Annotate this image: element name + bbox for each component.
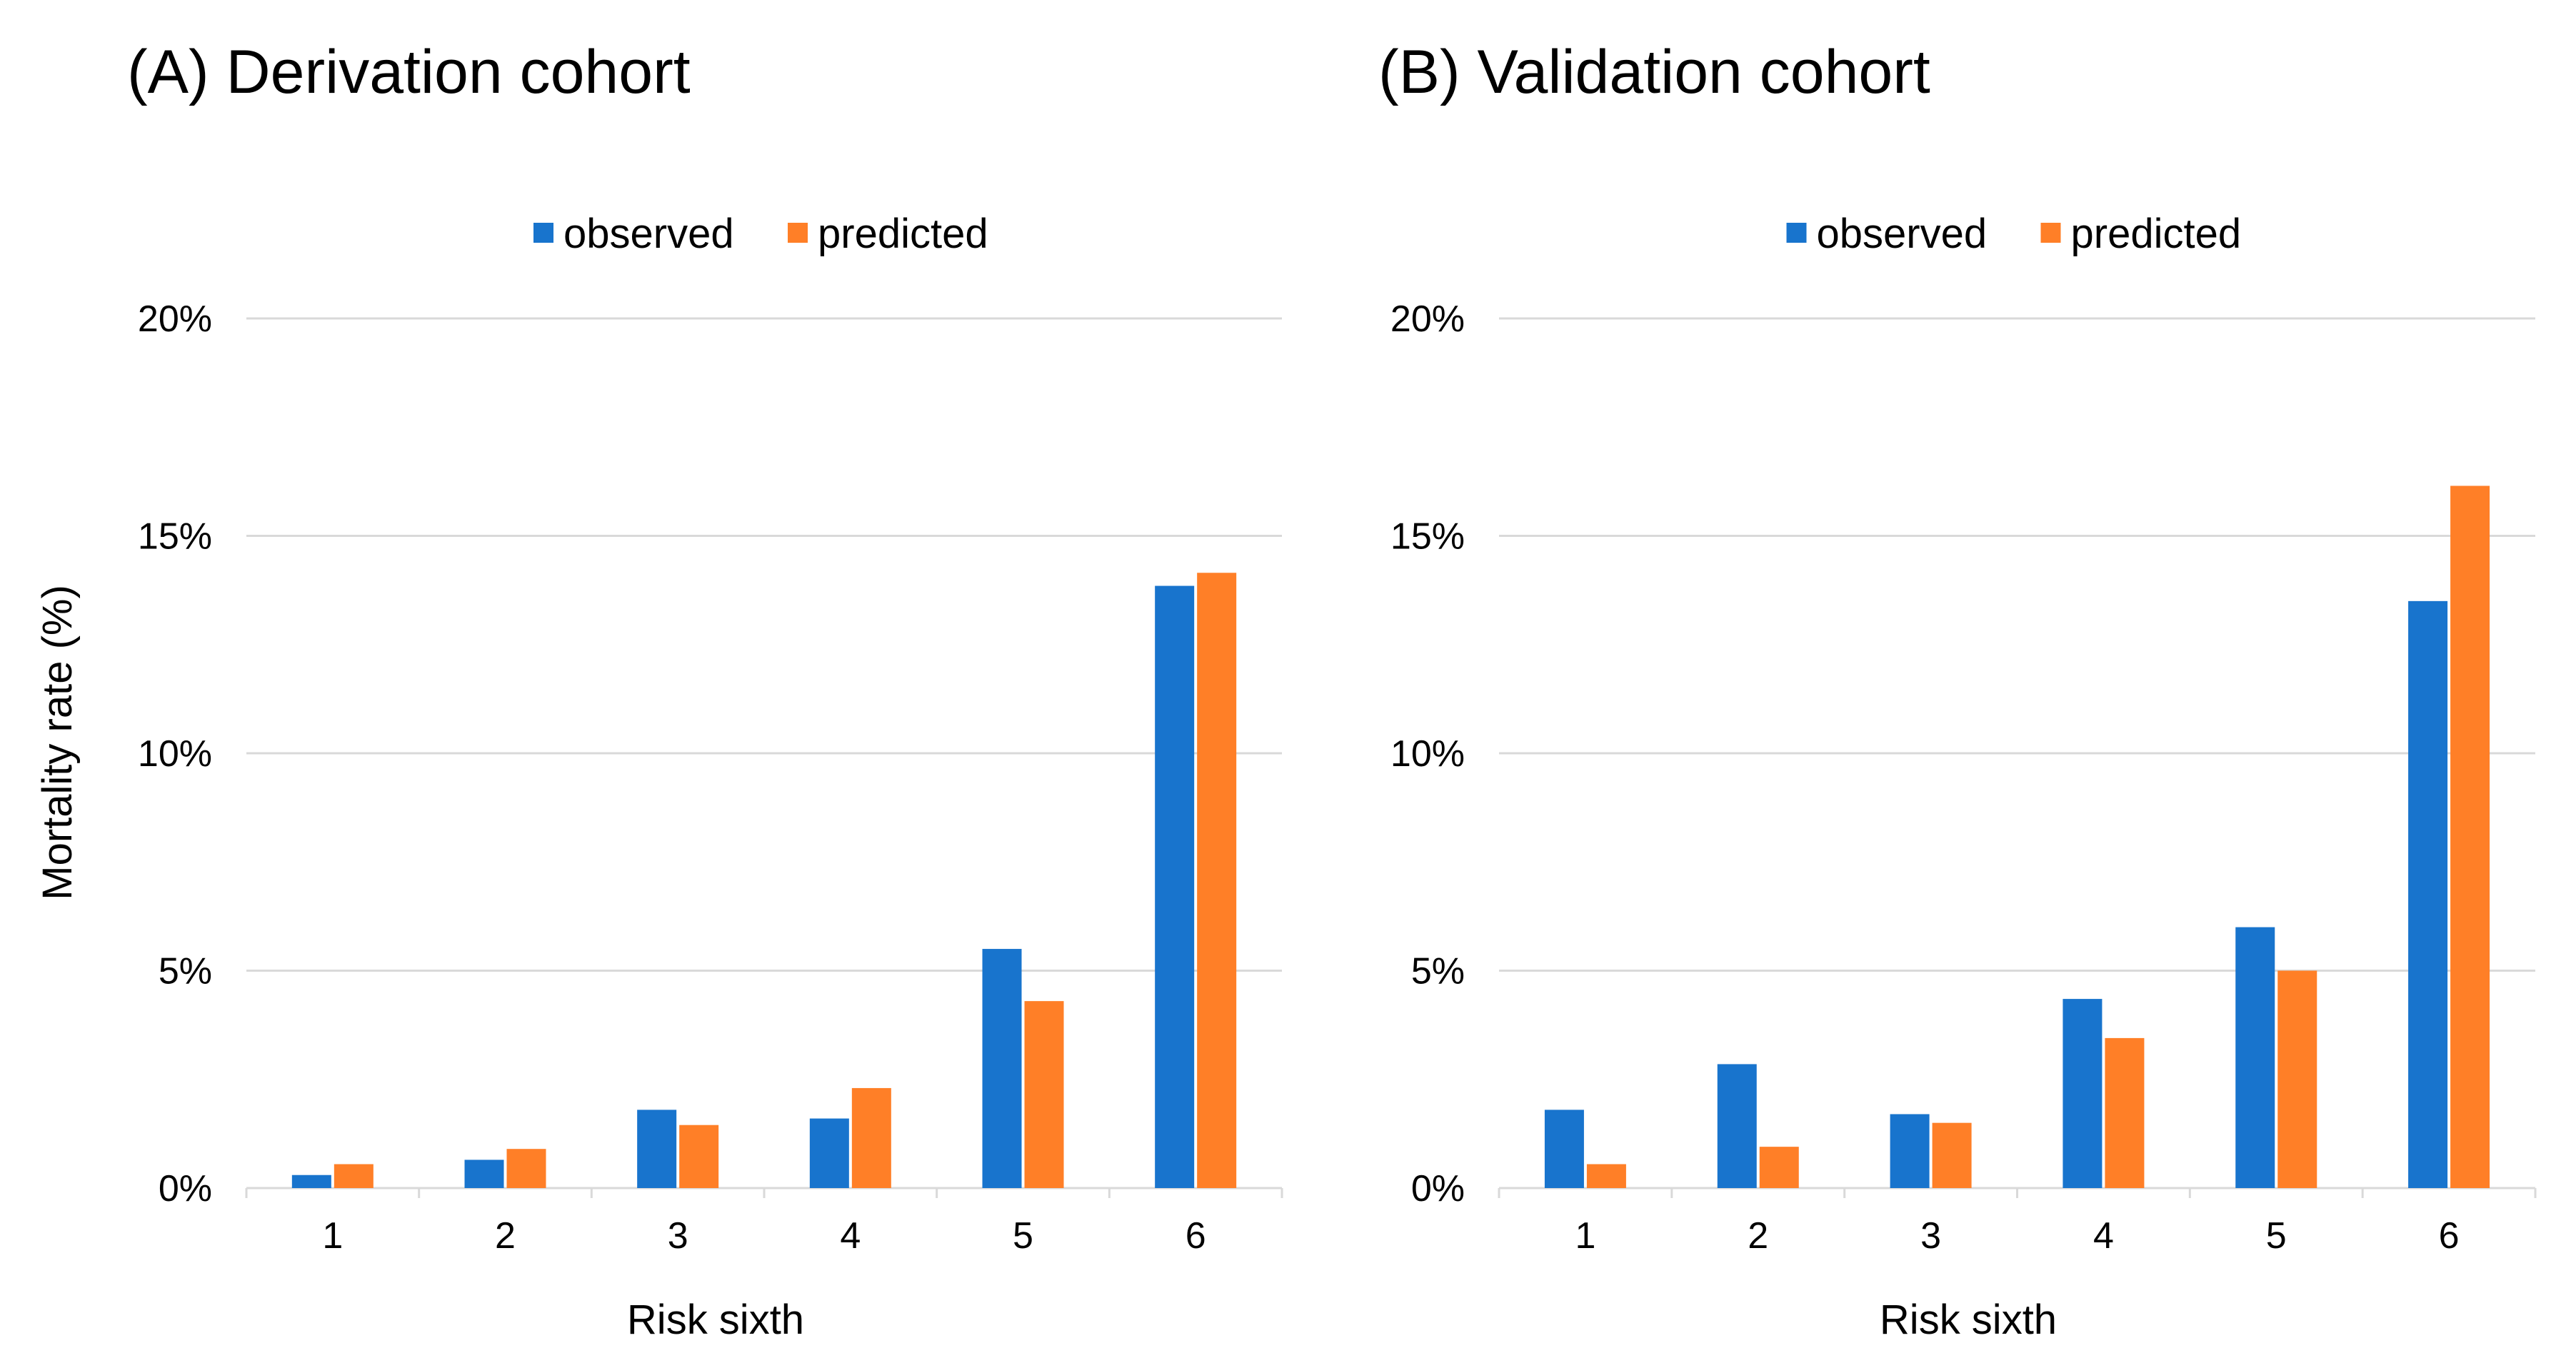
bar-predicted-1: [334, 1164, 374, 1188]
x-tick-label: 5: [1013, 1215, 1033, 1257]
bar-observed-4: [809, 1118, 849, 1188]
x-tick-label: 4: [2093, 1215, 2114, 1257]
bar-observed-6: [2408, 600, 2448, 1188]
legend-label-predicted: predicted: [2071, 211, 2242, 257]
x-tick-label: 4: [840, 1215, 861, 1257]
y-tick-label: 20%: [1390, 298, 1465, 340]
y-tick-label: 10%: [138, 733, 212, 775]
x-axis-title: Risk sixth: [627, 1297, 804, 1343]
x-tick-label: 6: [2439, 1215, 2460, 1257]
legend-label-observed: observed: [563, 211, 734, 257]
x-tick-label: 2: [495, 1215, 516, 1257]
y-tick-label: 5%: [1411, 951, 1465, 992]
x-tick-label: 5: [2266, 1215, 2287, 1257]
y-tick-label: 15%: [1390, 516, 1465, 558]
bar-predicted-5: [2277, 970, 2317, 1188]
panel-title: (A) Derivation cohort: [127, 38, 691, 106]
legend-swatch-predicted: [2040, 223, 2061, 243]
x-tick-label: 1: [322, 1215, 343, 1257]
x-tick-label: 3: [1920, 1215, 1941, 1257]
panel-derivation-cohort: (A) Derivation cohort Mortality rate (%)…: [34, 38, 1283, 1343]
bar-predicted-6: [2450, 486, 2490, 1188]
x-axis-title: Risk sixth: [1880, 1297, 2057, 1343]
bar-observed-3: [637, 1110, 677, 1188]
bar-observed-2: [464, 1160, 504, 1188]
bar-predicted-3: [679, 1125, 719, 1188]
x-tick-label: 3: [668, 1215, 688, 1257]
bar-predicted-6: [1197, 573, 1237, 1188]
y-tick-label: 0%: [159, 1168, 212, 1209]
x-tick-label: 6: [1186, 1215, 1206, 1257]
bar-observed-5: [2235, 927, 2275, 1188]
bar-predicted-5: [1024, 1001, 1064, 1188]
y-axis-title: Mortality rate (%): [34, 585, 81, 900]
bar-predicted-4: [2105, 1037, 2145, 1188]
legend-label-predicted: predicted: [818, 211, 988, 257]
bar-observed-4: [2063, 999, 2103, 1188]
panel-validation-cohort: (B) Validation cohort Risk sixth 0% 5% 10%…: [1378, 38, 2537, 1343]
legend-label-observed: observed: [1817, 211, 1988, 257]
bar-predicted-1: [1586, 1164, 1626, 1188]
bar-predicted-2: [506, 1149, 546, 1188]
y-tick-label: 20%: [138, 298, 212, 340]
bar-observed-3: [1890, 1114, 1930, 1188]
bar-predicted-3: [1932, 1122, 1972, 1188]
x-tick-label: 1: [1575, 1215, 1595, 1257]
bar-observed-2: [1717, 1064, 1757, 1188]
legend-swatch-observed: [1786, 223, 1807, 243]
y-tick-label: 10%: [1390, 733, 1465, 775]
y-tick-label: 5%: [159, 951, 212, 992]
bar-predicted-4: [851, 1087, 891, 1188]
y-tick-label: 15%: [138, 516, 212, 558]
x-tick-label: 2: [1748, 1215, 1768, 1257]
bar-observed-5: [982, 949, 1022, 1188]
legend-swatch-observed: [533, 223, 553, 243]
panel-title: (B) Validation cohort: [1378, 38, 1930, 106]
bar-predicted-2: [1759, 1147, 1799, 1188]
bar-observed-1: [291, 1175, 331, 1188]
bar-observed-1: [1544, 1110, 1584, 1188]
y-tick-label: 0%: [1411, 1168, 1465, 1209]
legend-swatch-predicted: [788, 223, 808, 243]
bar-observed-6: [1155, 585, 1195, 1188]
